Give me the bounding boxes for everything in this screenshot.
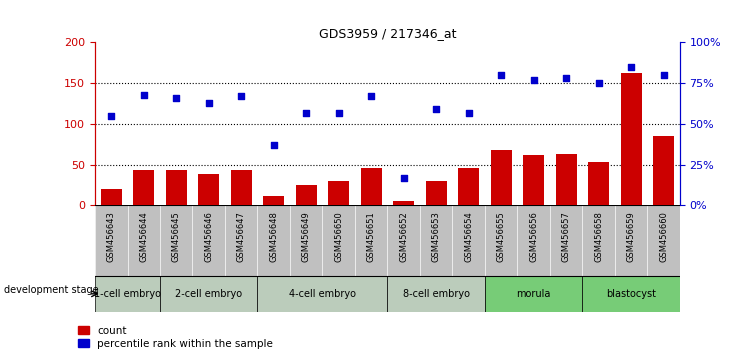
Point [105, 113, 117, 119]
Bar [491, 150, 512, 205]
Bar [588, 162, 609, 205]
Text: GSM456659: GSM456659 [626, 211, 635, 262]
Bar [583, 276, 680, 312]
Point [658, 72, 670, 78]
Title: GDS3959 / 217346_at: GDS3959 / 217346_at [319, 27, 456, 40]
Text: GSM456644: GSM456644 [140, 211, 148, 262]
Point [333, 110, 344, 115]
Point [431, 107, 442, 112]
Point [398, 175, 409, 181]
Text: GSM456660: GSM456660 [659, 211, 668, 262]
Text: GSM456645: GSM456645 [172, 211, 181, 262]
Text: GSM456647: GSM456647 [237, 211, 246, 262]
Point [593, 80, 605, 86]
Text: GSM456655: GSM456655 [496, 211, 506, 262]
Point [560, 75, 572, 81]
Text: GSM456648: GSM456648 [269, 211, 279, 262]
Bar [458, 168, 480, 205]
Text: morula: morula [516, 289, 551, 299]
Bar [101, 189, 122, 205]
Text: GSM456652: GSM456652 [399, 211, 408, 262]
Bar [387, 276, 485, 312]
Point [300, 110, 312, 115]
Text: GSM456658: GSM456658 [594, 211, 603, 262]
Text: GSM456654: GSM456654 [464, 211, 473, 262]
Point [235, 93, 247, 99]
Bar [328, 181, 349, 205]
Bar [360, 168, 382, 205]
Text: GSM456657: GSM456657 [561, 211, 571, 262]
Legend: count, percentile rank within the sample: count, percentile rank within the sample [78, 326, 273, 349]
Bar [166, 170, 187, 205]
Bar [393, 201, 414, 205]
Bar [133, 170, 154, 205]
Bar [485, 276, 583, 312]
Text: 4-cell embryo: 4-cell embryo [289, 289, 356, 299]
Bar [556, 154, 577, 205]
Point [203, 100, 215, 105]
Bar [160, 276, 257, 312]
Bar [295, 185, 317, 205]
Text: blastocyst: blastocyst [606, 289, 656, 299]
Point [625, 64, 637, 70]
Text: GSM456651: GSM456651 [367, 211, 376, 262]
Point [138, 92, 150, 97]
Bar [95, 276, 160, 312]
Bar [257, 276, 387, 312]
Text: 1-cell embryo: 1-cell embryo [94, 289, 161, 299]
Bar [231, 170, 251, 205]
Text: GSM456646: GSM456646 [204, 211, 213, 262]
Text: development stage: development stage [4, 285, 98, 295]
Text: GSM456650: GSM456650 [334, 211, 343, 262]
Text: GSM456656: GSM456656 [529, 211, 538, 262]
Text: 2-cell embryo: 2-cell embryo [175, 289, 242, 299]
Point [170, 95, 182, 101]
Point [496, 72, 507, 78]
Bar [621, 73, 642, 205]
Point [528, 77, 539, 83]
Text: GSM456653: GSM456653 [432, 211, 441, 262]
Text: GSM456649: GSM456649 [302, 211, 311, 262]
Text: 8-cell embryo: 8-cell embryo [403, 289, 469, 299]
Bar [198, 175, 219, 205]
Text: GSM456643: GSM456643 [107, 211, 115, 262]
Bar [653, 136, 674, 205]
Point [463, 110, 474, 115]
Bar [425, 181, 447, 205]
Bar [523, 155, 544, 205]
Point [366, 93, 377, 99]
Bar [263, 195, 284, 205]
Point [268, 142, 279, 148]
